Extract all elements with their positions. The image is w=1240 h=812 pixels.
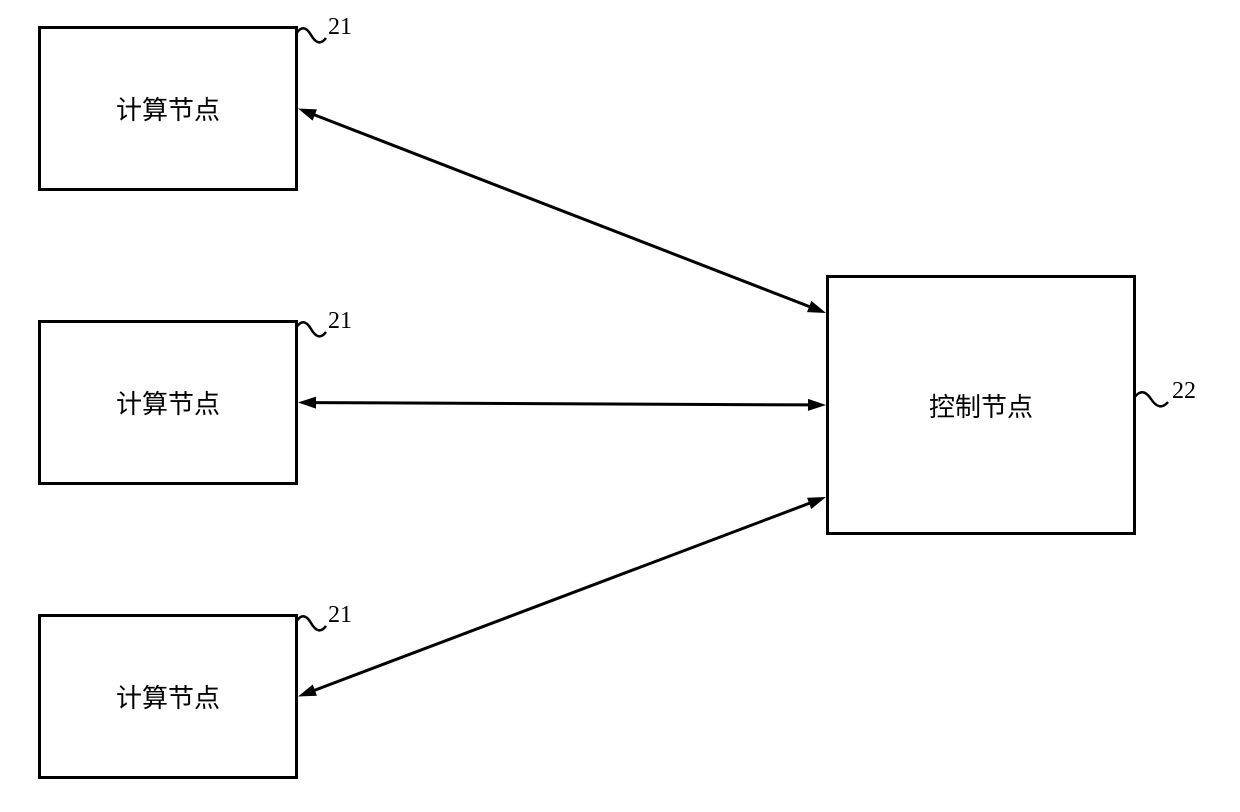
control-node: 控制节点 [826,275,1136,535]
compute-node-1: 计算节点 [38,26,298,191]
compute-node-3-callout: 21 [328,602,352,629]
compute-node-1-callout: 21 [328,14,352,41]
control-node-label: 控制节点 [929,387,1033,424]
compute-node-2-label: 计算节点 [116,384,220,421]
compute-node-1-label: 计算节点 [116,90,220,127]
compute-node-3-callout-text: 21 [328,602,352,628]
compute-node-1-callout-text: 21 [328,14,352,40]
compute-node-3-label: 计算节点 [116,678,220,715]
control-node-callout-text: 22 [1172,378,1196,404]
compute-node-2: 计算节点 [38,320,298,485]
compute-node-2-callout: 21 [328,308,352,335]
compute-node-3: 计算节点 [38,614,298,779]
control-node-callout: 22 [1172,378,1196,405]
diagram-canvas: 计算节点 计算节点 计算节点 控制节点 21 21 21 22 [0,0,1240,812]
compute-node-2-callout-text: 21 [328,308,352,334]
edges-group [298,109,826,697]
